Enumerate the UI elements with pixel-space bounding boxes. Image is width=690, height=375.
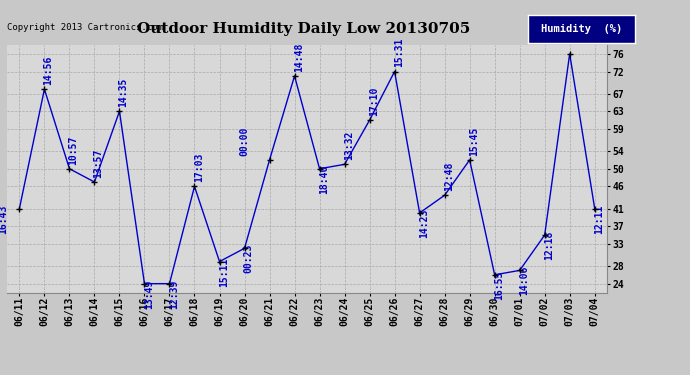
Text: 16:43: 16:43 [0,204,8,234]
Text: 00:23: 00:23 [244,244,254,273]
Text: 13:32: 13:32 [344,131,354,160]
Text: Outdoor Humidity Daily Low 20130705: Outdoor Humidity Daily Low 20130705 [137,22,470,36]
Text: 13:57: 13:57 [94,148,104,178]
Text: 15:45: 15:45 [469,126,479,156]
Text: 18:40: 18:40 [319,164,328,194]
Text: 12:39: 12:39 [168,279,179,309]
Text: 16:55: 16:55 [494,270,504,300]
Text: 17:03: 17:03 [194,153,204,182]
Text: Humidity  (%): Humidity (%) [541,24,622,34]
Text: 15:11: 15:11 [219,257,228,286]
Text: 14:56: 14:56 [43,56,54,85]
Text: 14:06: 14:06 [519,266,529,296]
Text: 10:57: 10:57 [68,135,79,165]
Text: 13:49: 13:49 [144,279,154,309]
Text: 14:23: 14:23 [419,209,428,238]
Text: 17:10: 17:10 [368,87,379,116]
Text: 12:11: 12:11 [594,204,604,234]
Text: 12:48: 12:48 [444,162,454,191]
Text: 14:48: 14:48 [294,42,304,72]
Text: 00:00: 00:00 [239,126,250,156]
Text: Copyright 2013 Cartronics.com: Copyright 2013 Cartronics.com [7,22,163,32]
Text: 12:18: 12:18 [544,231,554,260]
Text: 15:31: 15:31 [394,38,404,68]
Text: 14:35: 14:35 [119,78,128,107]
